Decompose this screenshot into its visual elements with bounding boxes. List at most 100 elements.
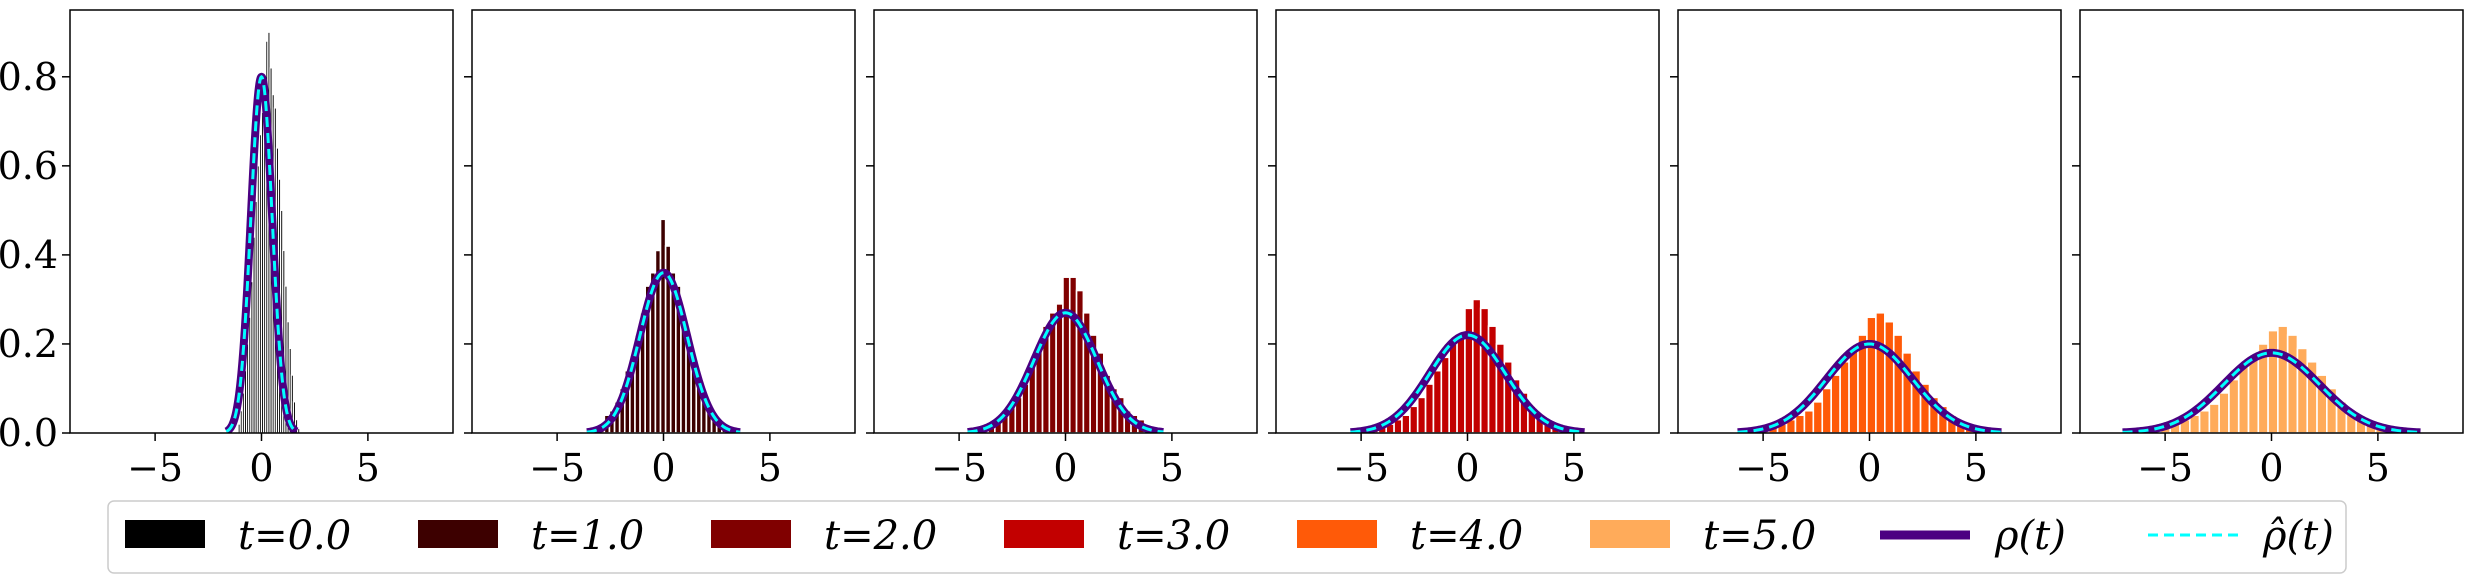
histogram-bar: [2198, 409, 2211, 433]
rho-hat-curve: [2122, 351, 2421, 433]
legend-item-rho_hat: ρ̂(t): [2148, 513, 2334, 559]
histogram-bar: [1839, 360, 1850, 433]
x-tick-label: 5: [356, 446, 380, 490]
y-tick-label: 0.6: [0, 144, 58, 188]
rho-hat-curve: [1737, 342, 2002, 433]
x-tick-label: −5: [529, 446, 585, 490]
histogram-bar: [1075, 289, 1085, 433]
legend-box: [107, 500, 2347, 574]
histogram-bar: [1424, 383, 1435, 433]
x-tick-label: 5: [1964, 446, 1988, 490]
legend-label: t=4.0: [1410, 513, 1523, 559]
legend-swatch: [418, 520, 498, 548]
legend-label: ρ(t): [1994, 513, 2066, 559]
plot-area-3: [1347, 298, 1588, 433]
x-tick-label: 0: [1857, 446, 1881, 490]
histogram-bar: [2237, 365, 2250, 433]
x-tick-label: 0: [651, 446, 675, 490]
plot-area-2: [964, 276, 1167, 433]
y-tick-label: 0.8: [0, 55, 58, 99]
y-tick-label: 0.4: [0, 233, 58, 277]
subplot-5: −5 0 5: [2072, 9, 2464, 490]
histogram-bar: [1409, 405, 1419, 433]
subplot-2: −5 0 5: [866, 9, 1258, 490]
histogram-bar: [1794, 414, 1806, 433]
x-tick-label: 5: [1562, 446, 1586, 490]
legend-label: t=2.0: [824, 513, 937, 559]
histogram-bar: [1464, 307, 1474, 433]
legend-item-t3: t=3.0: [1004, 513, 1230, 559]
x-tick-label: −5: [1333, 446, 1389, 490]
histogram-bar: [1440, 356, 1451, 433]
histogram-bar: [1848, 347, 1859, 433]
legend-item-t1: t=1.0: [418, 513, 644, 559]
histogram-bar: [2247, 356, 2260, 433]
legend-item-t2: t=2.0: [711, 513, 937, 559]
x-tick-label: 0: [1053, 446, 1077, 490]
histogram-bar: [2277, 325, 2289, 433]
legend-label: ρ̂(t): [2262, 513, 2334, 559]
histogram-bar: [1448, 343, 1458, 433]
histogram-bar: [1479, 307, 1490, 433]
histogram-bar: [1401, 414, 1411, 433]
y-tick-label: 0.0: [0, 411, 58, 455]
histogram-bar: [1866, 316, 1877, 433]
legend-swatch: [1297, 520, 1377, 548]
plot-area-0: [222, 31, 301, 433]
histogram-bar: [1803, 409, 1815, 433]
x-tick-label: 0: [2259, 446, 2283, 490]
histogram-bar: [2228, 378, 2240, 433]
histogram-bar: [1487, 325, 1498, 433]
x-tick-label: 0: [1455, 446, 1479, 490]
subplot-0: −5 0 5 0.0 0.2 0.4 0.6 0.8: [0, 9, 454, 490]
histogram-bar: [2218, 392, 2230, 433]
legend-swatch: [711, 520, 791, 548]
legend-swatch: [125, 520, 205, 548]
histogram-bar: [1456, 334, 1466, 433]
legend-item-t0: t=0.0: [125, 513, 351, 559]
histogram-bar: [1432, 369, 1443, 433]
legend-item-rho: ρ(t): [1880, 513, 2066, 559]
x-tick-label: 0: [249, 446, 273, 490]
legend-label: t=1.0: [531, 513, 644, 559]
histogram-bar: [1892, 334, 1904, 433]
rho-hat-curve: [1350, 333, 1585, 433]
histogram-bar: [1884, 320, 1895, 433]
histogram-bar: [2286, 334, 2299, 433]
x-tick-label: 5: [2366, 446, 2390, 490]
plot-area-4: [1735, 311, 2004, 433]
legend-label: t=0.0: [238, 513, 351, 559]
histogram-bar: [1055, 303, 1064, 433]
legend-item-t5: t=5.0: [1590, 513, 1816, 559]
x-tick-label: 5: [758, 446, 782, 490]
x-tick-label: −5: [127, 446, 183, 490]
histogram-bar: [1812, 401, 1824, 433]
legend-label: t=3.0: [1117, 513, 1230, 559]
legend-swatch: [1004, 520, 1084, 548]
legend: t=0.0 t=1.0 t=2.0 t=3.0 t=4.0 t=5.0 ρ(t) ρ̂(t): [107, 500, 2347, 574]
histogram-bar: [1472, 298, 1482, 433]
x-tick-label: −5: [2137, 446, 2193, 490]
x-tick-label: −5: [1735, 446, 1791, 490]
rho-hat-curve: [967, 311, 1164, 433]
plot-area-1: [583, 218, 744, 433]
legend-label: t=5.0: [1703, 513, 1816, 559]
histogram-bar: [1062, 276, 1071, 433]
histogram-bar: [2267, 329, 2279, 433]
plot-area-5: [2120, 325, 2423, 433]
y-tick-label: 0.2: [0, 322, 58, 366]
x-tick-label: −5: [931, 446, 987, 490]
x-tick-label: 5: [1160, 446, 1184, 490]
subplot-1: −5 0 5: [464, 9, 856, 490]
histogram-bar: [1821, 387, 1832, 433]
histogram-bar: [2208, 403, 2220, 433]
histogram-bar: [1830, 374, 1841, 433]
subplot-4: −5 0 5: [1670, 9, 2062, 490]
legend-item-t4: t=4.0: [1297, 513, 1523, 559]
subplot-panels: −5 0 5 0.0 0.2 0.4 0.6 0.8 −5 0 5 −5 0 5 −5 0 5 −5 0 5 −5 0 5: [0, 9, 2464, 490]
rho-hat-curve: [225, 74, 298, 433]
histogram-bar: [1068, 276, 1078, 433]
histogram-bar: [1416, 396, 1427, 433]
histogram-bar: [1875, 311, 1886, 433]
